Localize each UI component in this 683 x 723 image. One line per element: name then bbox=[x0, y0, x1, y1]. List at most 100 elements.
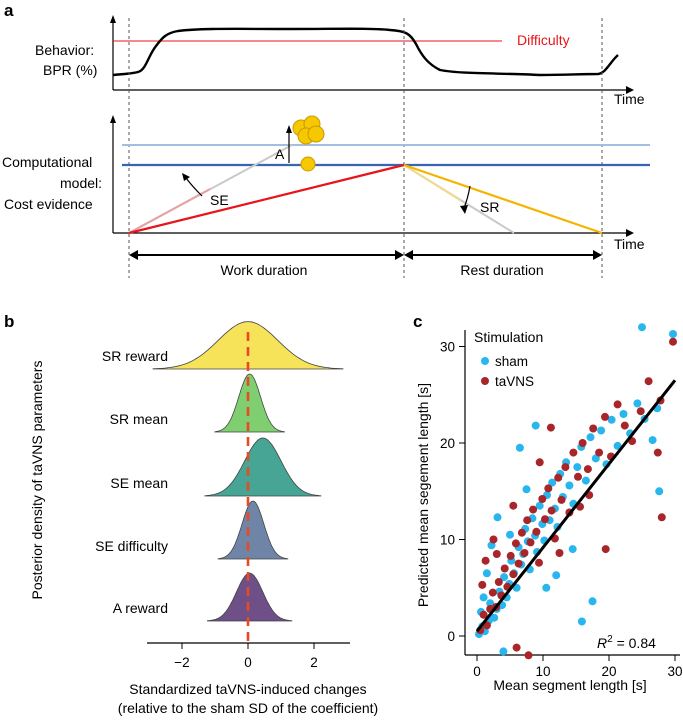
scatter-point-taVNS bbox=[500, 564, 509, 573]
panel-b-xlabel-2: (relative to the sham SD of the coeffici… bbox=[118, 700, 378, 716]
coin-icon bbox=[292, 115, 325, 172]
scatter-point-taVNS bbox=[479, 610, 488, 619]
density-ridge bbox=[204, 437, 322, 497]
scatter-point-sham bbox=[638, 323, 646, 332]
y-tick-label: 20 bbox=[440, 436, 455, 451]
top-x-arrow bbox=[626, 86, 634, 94]
work-duration-label: Work duration bbox=[221, 262, 308, 278]
scatter-point-taVNS bbox=[524, 651, 533, 660]
scatter-point-sham bbox=[499, 647, 508, 656]
scatter-point-taVNS bbox=[535, 558, 543, 567]
scatter-point-taVNS bbox=[546, 423, 555, 432]
scatter-point-taVNS bbox=[574, 472, 582, 481]
panel-a-letter: a bbox=[4, 1, 14, 20]
panel-c-ticks: 0 0 10 10 20 20 30 30 bbox=[440, 340, 683, 680]
density-ridge bbox=[214, 373, 285, 433]
scatter-point-sham bbox=[531, 421, 540, 430]
scatter-point-taVNS bbox=[541, 515, 549, 524]
scatter-point-sham bbox=[522, 485, 531, 494]
a-arrowhead bbox=[286, 125, 292, 133]
model-label-1: Computational bbox=[2, 154, 92, 170]
r-squared-exp: 2 bbox=[607, 634, 613, 645]
scatter-point-sham bbox=[591, 454, 600, 463]
scatter-point-taVNS bbox=[526, 538, 535, 547]
r-squared-value: = 0.84 bbox=[613, 635, 656, 651]
difficulty-label: Difficulty bbox=[517, 32, 570, 48]
panel-b-letter: b bbox=[4, 312, 14, 331]
scatter-point-sham bbox=[581, 476, 590, 485]
scatter-point-sham bbox=[548, 478, 557, 487]
behavior-label-2: BPR (%) bbox=[43, 62, 97, 78]
time-label-top: Time bbox=[614, 91, 645, 107]
panel-c-xlabel: Mean segment length [s] bbox=[493, 677, 646, 693]
scatter-point-sham bbox=[669, 330, 677, 338]
sr-label: SR bbox=[480, 199, 499, 215]
legend-sham-label: sham bbox=[495, 354, 528, 369]
scatter-point-sham bbox=[535, 501, 544, 510]
scatter-point-taVNS bbox=[620, 421, 629, 430]
scatter-point-sham bbox=[613, 441, 622, 450]
scatter-point-taVNS bbox=[554, 473, 563, 482]
x-tick-label: 0 bbox=[244, 655, 252, 670]
scatter-point-sham bbox=[482, 569, 491, 578]
x-tick-label: 2 bbox=[310, 655, 318, 670]
scatter-point-taVNS bbox=[557, 495, 566, 504]
se-label: SE bbox=[210, 192, 229, 208]
scatter-point-sham bbox=[479, 593, 488, 602]
scatter-point-taVNS bbox=[489, 535, 498, 544]
panel-c-letter: c bbox=[413, 312, 422, 331]
scatter-point-taVNS bbox=[583, 465, 592, 474]
density-ridge bbox=[217, 500, 289, 560]
scatter-point-sham bbox=[506, 530, 514, 539]
scatter-point-sham bbox=[607, 415, 616, 424]
legend-tavns-label: taVNS bbox=[495, 374, 534, 389]
sr-arrowhead bbox=[460, 205, 468, 214]
scatter-point-sham bbox=[542, 583, 551, 592]
scatter-point-sham bbox=[573, 463, 582, 472]
panel-c-ylabel: Predicted mean segement length [s] bbox=[415, 383, 431, 607]
scatter-point-taVNS bbox=[481, 556, 490, 565]
work-right-arrow bbox=[395, 250, 404, 260]
x-tick-label: −2 bbox=[174, 655, 189, 670]
x-tick-label: 30 bbox=[667, 664, 682, 679]
scatter-point-taVNS bbox=[601, 412, 609, 421]
scatter-point-taVNS bbox=[517, 528, 526, 537]
rest-steeper-overlay bbox=[403, 164, 461, 201]
density-ridges: SR reward SR mean SE mean SE difficulty A re… bbox=[95, 321, 344, 622]
se-rotation-arrow bbox=[185, 177, 203, 197]
scatter-point-sham bbox=[655, 487, 664, 496]
legend-tavns-marker bbox=[481, 377, 489, 385]
scatter-point-taVNS bbox=[514, 559, 523, 568]
x-tick-label: 20 bbox=[601, 664, 616, 679]
scatter-point-taVNS bbox=[520, 549, 529, 557]
scatter-point-taVNS bbox=[532, 527, 541, 536]
panel-a: a Time Behavior: BPR (%) Difficulty Time… bbox=[2, 1, 650, 278]
legend-title: Stimulation bbox=[474, 329, 543, 345]
scatter-point-sham bbox=[552, 571, 561, 580]
scatter-point-taVNS bbox=[555, 549, 564, 557]
scatter-point-taVNS bbox=[578, 439, 587, 447]
scatter-point-taVNS bbox=[601, 545, 610, 554]
scatter-point-sham bbox=[515, 443, 524, 452]
scatter-point-taVNS bbox=[506, 551, 515, 560]
scatter-point-taVNS bbox=[494, 578, 503, 586]
rest-left-arrow bbox=[404, 250, 413, 260]
scatter-point-taVNS bbox=[595, 448, 604, 457]
fit-line bbox=[475, 379, 677, 633]
rest-cost-line bbox=[403, 163, 603, 235]
bottom-x-arrow bbox=[626, 229, 634, 237]
scatter-point-sham bbox=[586, 433, 595, 442]
scatter-point-sham bbox=[633, 399, 642, 408]
scatter-point-taVNS bbox=[544, 484, 553, 493]
panel-b-ylabel: Posterior density of taVNS parameters bbox=[29, 361, 45, 600]
y-tick-label: 30 bbox=[440, 340, 455, 355]
ridge-label: A reward bbox=[113, 600, 168, 616]
scatter-point-sham bbox=[565, 481, 574, 490]
scatter-point-taVNS bbox=[657, 513, 666, 522]
panel-b-x-ticks: −2 0 2 bbox=[174, 643, 318, 670]
time-label-bottom: Time bbox=[614, 236, 645, 252]
scatter-point-taVNS bbox=[535, 458, 544, 467]
bottom-y-arrow bbox=[110, 115, 116, 123]
